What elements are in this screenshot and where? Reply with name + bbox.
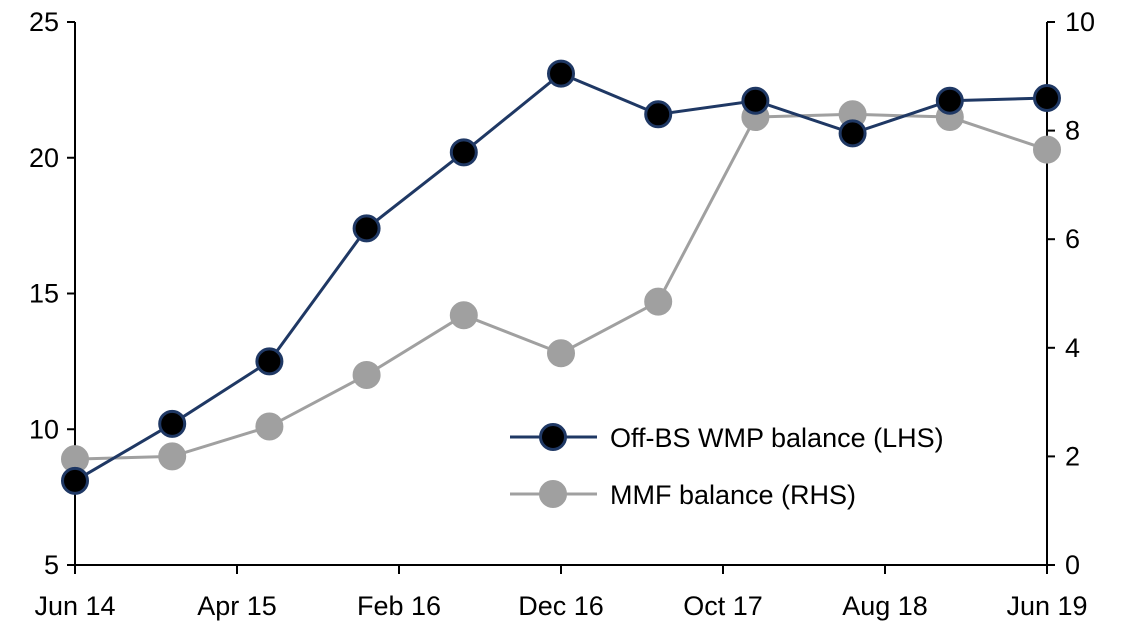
series-line-wmp — [74, 71, 1048, 483]
data-point — [1033, 135, 1061, 164]
x-tick-label: Dec 16 — [518, 591, 604, 621]
data-point — [547, 59, 575, 88]
data-point — [935, 86, 964, 115]
right-tick-label: 6 — [1065, 224, 1080, 254]
x-tick-label: Oct 17 — [683, 591, 763, 621]
left-tick-label: 25 — [29, 7, 59, 37]
data-point — [255, 347, 284, 376]
data-point — [449, 138, 478, 167]
x-tick-label: Jun 19 — [1006, 591, 1087, 621]
data-point — [644, 100, 673, 129]
legend-marker — [539, 480, 567, 508]
right-tick-label: 10 — [1065, 7, 1095, 37]
series-line-mmf — [74, 112, 1048, 461]
data-point — [547, 339, 575, 368]
data-point — [352, 214, 381, 243]
right-tick-label: 2 — [1065, 441, 1080, 471]
data-point — [255, 412, 284, 441]
x-tick-label: Feb 16 — [357, 591, 441, 621]
left-tick-label: 5 — [44, 550, 59, 580]
data-point — [158, 409, 187, 438]
data-point — [838, 119, 867, 148]
x-tick-label: Apr 15 — [197, 591, 277, 621]
data-point — [644, 287, 673, 316]
data-point — [741, 86, 770, 115]
legend-label: Off-BS WMP balance (LHS) — [610, 423, 944, 453]
x-tick-label: Jun 14 — [34, 591, 115, 621]
data-point — [1033, 84, 1061, 113]
data-point — [158, 442, 187, 471]
legend-label: MMF balance (RHS) — [610, 480, 856, 510]
data-point — [61, 466, 89, 495]
x-tick-label: Aug 18 — [842, 591, 928, 621]
legend-marker — [539, 423, 567, 451]
left-tick-label: 20 — [29, 143, 59, 173]
data-point — [449, 301, 478, 330]
left-tick-label: 15 — [29, 279, 59, 309]
right-tick-label: 8 — [1065, 116, 1080, 146]
right-tick-label: 4 — [1065, 333, 1080, 363]
right-tick-label: 0 — [1065, 550, 1080, 580]
data-point — [352, 360, 381, 389]
left-tick-label: 10 — [29, 414, 59, 444]
